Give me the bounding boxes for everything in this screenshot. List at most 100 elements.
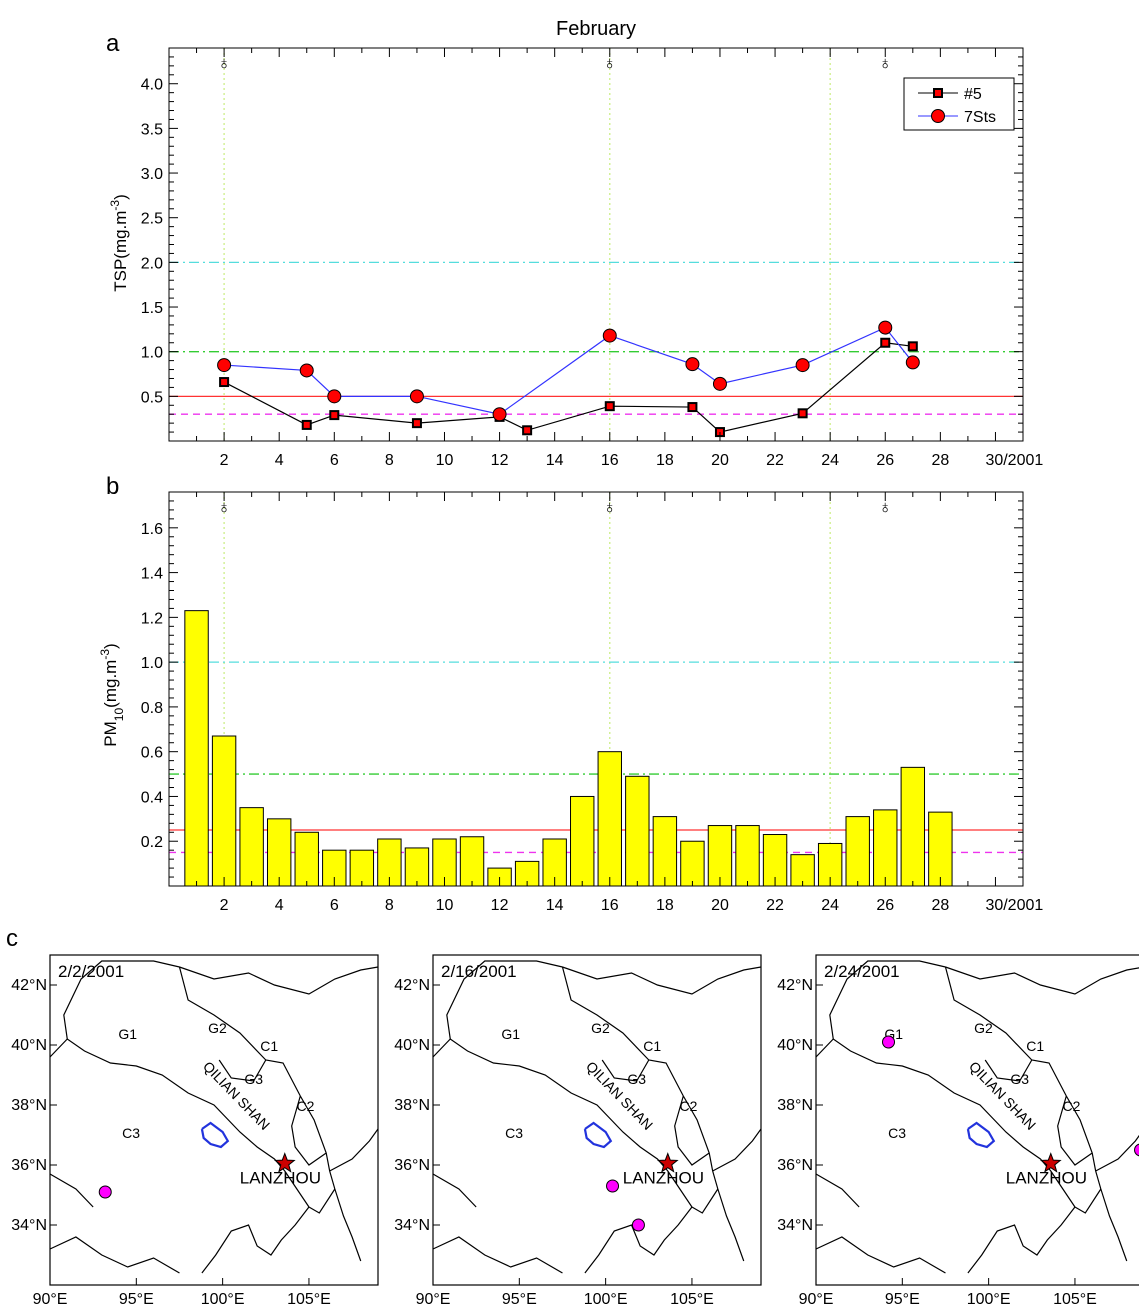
point-7sts xyxy=(217,358,232,373)
plot-frame xyxy=(168,47,1024,442)
region-label-g2: G2 xyxy=(208,1020,227,1036)
lon-tick-label: 90°E xyxy=(416,1291,451,1306)
storm-symbol-icon: ♁ xyxy=(879,53,893,73)
lon-tick-label: 90°E xyxy=(33,1291,68,1306)
mountain-label: QILIAN SHAN xyxy=(200,1058,273,1133)
border-line xyxy=(334,1188,362,1262)
border-line xyxy=(432,1236,563,1274)
point-7sts xyxy=(712,376,727,391)
lon-tick-label: 105°E xyxy=(287,1291,331,1306)
border-line xyxy=(945,966,1139,995)
region-label-g1: G1 xyxy=(118,1026,137,1042)
bar-day-7 xyxy=(349,849,375,887)
x-tick-label: 28 xyxy=(931,452,949,469)
region-label-g2: G2 xyxy=(974,1020,993,1036)
storm-symbol-icon: ♁ xyxy=(217,497,231,517)
point-station5-core xyxy=(413,420,420,427)
border-line xyxy=(201,1206,310,1274)
x-tick-label: 10 xyxy=(436,897,454,914)
border-line xyxy=(308,1188,336,1214)
lanzhou-star-icon xyxy=(1039,1152,1062,1173)
point-7sts xyxy=(905,355,920,370)
bar-day-5 xyxy=(294,831,319,887)
lon-tick-label: 105°E xyxy=(670,1291,714,1306)
map-panel: G1 G2 C1 G3 C2 C3 QILIAN SHAN LANZHOU 2/2/2001 34… xyxy=(11,954,379,1306)
bar-day-4 xyxy=(266,818,292,887)
pm10-y-axis-label: PM10(mg.m-3) xyxy=(98,643,126,746)
x-tick-label: 22 xyxy=(766,452,784,469)
storm-symbol-icon: ♁ xyxy=(879,497,893,517)
region-label-c1: C1 xyxy=(643,1038,661,1054)
x-tick-label: 22 xyxy=(766,897,784,914)
bar-day-25 xyxy=(845,816,870,887)
lat-tick-label: 42°N xyxy=(394,977,430,994)
x-tick-label: 20 xyxy=(711,452,729,469)
x-tick-label: 2 xyxy=(220,452,229,469)
dust-site-dot xyxy=(98,1185,112,1199)
legend-label-station5: #5 xyxy=(964,86,982,103)
bar-day-2 xyxy=(211,735,237,887)
tsp-chart: TSP(mg.m-3) ♁ ♁ ♁2 4 6 8 10 12 14 16 18 20 22 24 26 28 3… xyxy=(108,47,1043,469)
y-tick-label: 1.5 xyxy=(141,300,163,317)
city-label: LANZHOU xyxy=(623,1169,704,1188)
lon-tick-label: 90°E xyxy=(799,1291,834,1306)
x-tick-label: 12 xyxy=(491,897,509,914)
border-line xyxy=(561,966,719,1190)
panel-b-label: b xyxy=(106,473,119,500)
y-tick-label: 0.4 xyxy=(141,789,163,806)
border-line xyxy=(1095,1134,1139,1172)
y-tick-label: 2.0 xyxy=(141,255,163,272)
y-tick-label: 1.0 xyxy=(141,655,163,672)
x-tick-label: 14 xyxy=(546,452,564,469)
bar-day-20 xyxy=(707,825,733,887)
border-line xyxy=(1057,1095,1093,1166)
panel-c-label: c xyxy=(6,925,18,952)
border-line xyxy=(967,1206,1076,1274)
point-station5-core xyxy=(524,427,531,434)
lon-tick-label: 95°E xyxy=(119,1291,154,1306)
bar-day-1 xyxy=(184,610,209,887)
point-7sts xyxy=(409,389,424,404)
lat-tick-label: 38°N xyxy=(777,1097,813,1114)
region-label-c3: C3 xyxy=(122,1125,140,1141)
map-date-label: 2/2/2001 xyxy=(58,962,124,981)
map-frame xyxy=(49,954,379,1286)
region-label-g2: G2 xyxy=(591,1020,610,1036)
bar-day-27 xyxy=(900,766,926,887)
bar-day-26 xyxy=(873,809,898,887)
x-tick-label: 2 xyxy=(220,897,229,914)
lat-tick-label: 34°N xyxy=(11,1217,47,1234)
border-line xyxy=(815,1173,860,1208)
mountain-label: QILIAN SHAN xyxy=(966,1058,1039,1133)
y-tick-label: 0.2 xyxy=(141,834,163,851)
x-tick-label: 16 xyxy=(601,897,619,914)
qinghai-lake xyxy=(583,1121,613,1149)
dust-site-dot xyxy=(882,1035,896,1049)
border-line xyxy=(291,1095,327,1166)
tsp-y-axis-label: TSP(mg.m-3) xyxy=(108,194,130,292)
lon-tick-label: 95°E xyxy=(502,1291,537,1306)
lon-tick-label: 95°E xyxy=(885,1291,920,1306)
point-station5-core xyxy=(606,403,613,410)
dust-site-dot xyxy=(631,1218,645,1232)
x-tick-label: 24 xyxy=(821,452,839,469)
bar-day-17 xyxy=(625,775,650,887)
border-line xyxy=(815,1236,946,1274)
x-tick-label: 30/2001 xyxy=(985,897,1043,914)
figure-title: February xyxy=(556,18,636,40)
y-tick-label: 1.4 xyxy=(141,566,163,583)
border-line xyxy=(1074,1188,1102,1214)
border-line xyxy=(432,1173,477,1208)
y-tick-label: 1.0 xyxy=(141,345,163,362)
lat-tick-label: 36°N xyxy=(394,1157,430,1174)
region-label-c1: C1 xyxy=(260,1038,278,1054)
y-tick-label: 0.6 xyxy=(141,745,163,762)
region-label-g3: G3 xyxy=(627,1071,646,1087)
lat-tick-label: 36°N xyxy=(777,1157,813,1174)
point-7sts xyxy=(299,363,314,378)
region-label-c1: C1 xyxy=(1026,1038,1044,1054)
bar-day-9 xyxy=(404,847,430,887)
legend-marker-7sts xyxy=(931,109,945,123)
border-line xyxy=(984,1059,1033,1082)
x-tick-label: 28 xyxy=(931,897,949,914)
